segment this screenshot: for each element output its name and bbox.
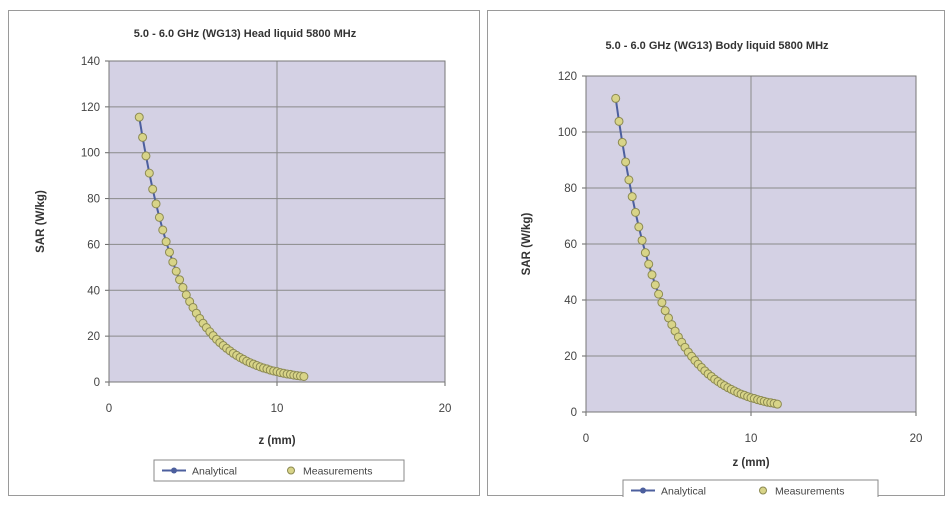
y-tick-label: 20 [564, 351, 577, 363]
y-tick-label: 120 [81, 102, 100, 114]
legend: Analytical Measurements [622, 479, 879, 498]
measurement-point [154, 212, 164, 222]
measurement-point [134, 112, 144, 122]
measurement-point [637, 235, 647, 245]
legend-measurements-label: Measurements [303, 466, 372, 478]
measurement-point [640, 248, 650, 258]
measurement-point [660, 306, 670, 316]
measurement-point [657, 298, 667, 308]
measurements-series [134, 112, 309, 381]
measurement-point [624, 175, 634, 185]
measurement-point [614, 116, 624, 126]
legend-marker [171, 467, 177, 474]
legend: Analytical Measurements [153, 459, 405, 482]
body-liquid-chart: 5.0 - 6.0 GHz (WG13) Body liquid 5800 MH… [521, 40, 923, 498]
y-tick-label: 40 [87, 285, 100, 297]
measurement-point [627, 192, 637, 202]
y-tick-label: 140 [81, 56, 100, 68]
legend-analytical-symbol [162, 467, 186, 474]
x-axis-label: z (mm) [732, 457, 769, 469]
measurement-point [621, 157, 631, 167]
measurement-point [631, 207, 640, 217]
chart-panel-head: 5.0 - 6.0 GHz (WG13) Head liquid 5800 MH… [8, 10, 480, 496]
x-tick-label: 0 [106, 403, 112, 415]
legend-marker [287, 466, 295, 475]
y-tick-label: 60 [87, 239, 100, 251]
legend-analytical-label: Analytical [192, 466, 237, 478]
plot-border [585, 75, 917, 413]
legend-box [622, 479, 879, 497]
x-tick-label: 10 [745, 433, 758, 445]
x-tick-label: 10 [271, 403, 284, 415]
measurement-point [141, 151, 151, 161]
y-tick-label: 100 [81, 148, 100, 160]
measurement-point [164, 247, 174, 257]
y-tick-label: 0 [94, 377, 100, 389]
axes: 0 20 40 60 80 100 120 140 0 10 20 [81, 56, 452, 415]
y-tick-label: 120 [558, 71, 577, 83]
legend-analytical-symbol [631, 487, 655, 494]
x-tick-label: 20 [439, 403, 452, 415]
head-liquid-chart: 5.0 - 6.0 GHz (WG13) Head liquid 5800 MH… [35, 28, 452, 482]
measurement-point [644, 259, 654, 269]
y-tick-label: 100 [558, 127, 577, 139]
measurement-point [148, 184, 158, 194]
measurement-point [168, 257, 178, 267]
measurement-point [178, 283, 188, 293]
chart-panel-body: 5.0 - 6.0 GHz (WG13) Body liquid 5800 MH… [487, 10, 945, 498]
axes: 0 20 40 60 80 100 120 0 10 20 [558, 71, 923, 445]
legend-box [153, 459, 405, 482]
measurement-point [175, 275, 185, 285]
measurement-point [299, 371, 309, 381]
measurements-series [611, 93, 782, 409]
x-axis-label: z (mm) [258, 435, 295, 447]
y-tick-label: 60 [564, 239, 577, 251]
measurement-point [617, 137, 627, 147]
measurement-point [772, 399, 782, 409]
x-tick-label: 20 [910, 433, 923, 445]
measurement-point [654, 289, 664, 299]
measurement-point [650, 280, 660, 290]
y-tick-label: 0 [571, 407, 577, 419]
y-tick-label: 80 [87, 194, 100, 206]
measurement-point [611, 93, 621, 103]
legend-measurements-label: Measurements [775, 486, 844, 498]
measurement-point [171, 266, 181, 276]
measurement-point [158, 225, 168, 235]
y-axis-label: SAR (W/kg) [521, 213, 533, 276]
plot-border [108, 60, 446, 383]
y-tick-label: 40 [564, 295, 577, 307]
legend-marker [640, 487, 646, 494]
legend-measurements-symbol [287, 466, 295, 475]
chart-title: 5.0 - 6.0 GHz (WG13) Head liquid 5800 MH… [134, 28, 357, 40]
measurement-point [647, 270, 657, 280]
measurement-point [161, 237, 171, 247]
measurement-point [144, 168, 154, 178]
legend-marker [759, 486, 767, 495]
chart-title: 5.0 - 6.0 GHz (WG13) Body liquid 5800 MH… [605, 40, 829, 52]
measurement-point [138, 132, 148, 142]
y-tick-label: 80 [564, 183, 577, 195]
legend-measurements-symbol [759, 486, 767, 495]
x-tick-label: 0 [583, 433, 589, 445]
y-axis-label: SAR (W/kg) [35, 190, 47, 253]
measurement-point [151, 199, 161, 209]
measurement-point [634, 222, 644, 232]
y-tick-label: 20 [87, 331, 100, 343]
legend-analytical-label: Analytical [661, 486, 706, 498]
